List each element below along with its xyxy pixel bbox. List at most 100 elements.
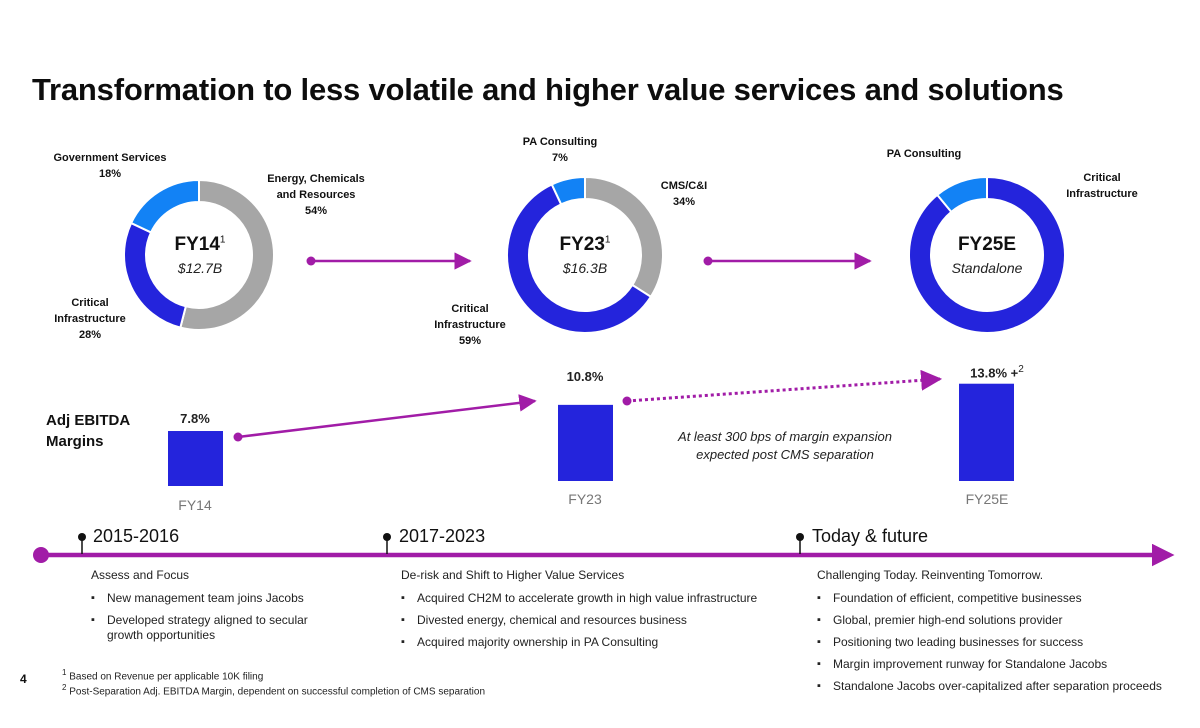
phase-bullets: Acquired CH2M to accelerate growth in hi… [401,591,781,650]
donut-title-text: FY14 [174,234,220,255]
bar-value-fy14: 7.8% [180,411,210,426]
fy14-label-government-services: Government Services 18% [50,150,170,182]
bar-value-fy25e: 13.8% +2 [952,364,1042,380]
ebitda-bars [168,383,1014,486]
fy25e-label-critical-infrastructure: Critical Infrastructure [1042,170,1162,202]
ebitda-label-line: Adj EBITDA [46,412,131,429]
footnote-mark: 2 [1018,364,1024,375]
phase-title-today-future: Today & future [812,526,929,546]
phase-heading: De-risk and Shift to Higher Value Servic… [401,568,625,582]
label-value: 59% [458,335,482,347]
bar-category-fy25e: FY25E [965,491,1009,507]
page-number: 4 [20,672,27,686]
donut-slice-critical-infrastructure [908,175,1066,334]
donut-slice-energy-chemicals-and-resources [179,178,275,331]
fy25e-donut-subtitle: Standalone [951,260,1023,276]
donut-arrow-fy23-fy25e [703,252,872,270]
label-text: Infrastructure [434,319,506,331]
label-text: Infrastructure [1066,188,1138,200]
label-text: CMS/C&I [660,180,708,192]
footnote-mark: 1 [219,234,226,246]
label-text: Government Services [53,152,167,164]
phase-title-2017-2023: 2017-2023 [399,526,486,546]
timeline-marker-today [796,533,804,554]
phase-bullet: Divested energy, chemical and resources … [401,613,781,628]
phase-details-2015-2016: Assess and Focus New management team joi… [91,568,381,650]
footnote-text: Based on Revenue per applicable 10K fili… [69,671,264,683]
footnote-2: 2 Post-Separation Adj. EBITDA Margin, de… [62,683,485,697]
phase-bullet: Global, premier high-end solutions provi… [817,613,1177,628]
ebitda-bar-fy25e [959,383,1014,481]
footnote-mark: 2 [62,683,67,692]
phase-bullet: Foundation of efficient, competitive bus… [817,591,1177,606]
fy23-label-critical-infrastructure: Critical Infrastructure 59% [410,301,530,349]
fy14-label-energy-chemicals: Energy, Chemicals and Resources 54% [256,171,376,219]
phase-title-2015-2016: 2015-2016 [93,526,180,546]
fy14-donut-title: FY141 [140,234,260,256]
ebitda-bar-fy14 [168,431,223,486]
phase-details-today-future: Challenging Today. Reinventing Tomorrow.… [817,568,1177,701]
label-text: Critical [1083,172,1121,184]
label-value: 54% [304,205,328,217]
label-text: Critical [71,297,109,309]
fy23-donut-subtitle: $16.3B [562,260,608,276]
footnote-mark: 1 [604,234,611,246]
phase-heading: Assess and Focus [91,568,190,582]
fy25e-donut-title: FY25E [957,234,1017,255]
phase-details-2017-2023: De-risk and Shift to Higher Value Servic… [401,568,781,657]
phase-bullet: Developed strategy aligned to secular gr… [91,613,337,643]
phase-bullet: Acquired majority ownership in PA Consul… [401,635,781,650]
fy23-label-cms: CMS/C&I 34% [624,178,744,210]
footnote-mark: 1 [62,668,67,677]
bar-value-text: 13.8% + [970,365,1019,381]
margin-expansion-annotation: At least 300 bps of margin expansion exp… [640,428,930,464]
label-value: 28% [78,329,102,341]
donut-fy25e [908,175,1066,334]
timeline-axis [33,543,1175,567]
donut-slice-critical-infrastructure [506,183,653,334]
label-value: 34% [672,196,696,208]
fy25e-label-pa-consulting: PA Consulting [864,146,984,162]
page-title: Transformation to less volatile and high… [32,72,1064,107]
annotation-line: At least 300 bps of margin expansion [678,429,892,444]
ebitda-arrow-fy23-fy25e [622,369,943,406]
ebitda-bar-fy23 [558,404,613,481]
donut-fy23 [506,175,664,334]
fy14-label-critical-infrastructure: Critical Infrastructure 28% [30,295,150,343]
donut-slice-government-services [129,178,200,234]
fy23-label-pa-consulting: PA Consulting 7% [500,134,620,166]
donut-fy14 [123,178,275,331]
fy23-donut-title: FY231 [525,234,645,256]
phase-heading: Challenging Today. Reinventing Tomorrow. [817,568,1044,582]
label-text: Infrastructure [54,313,126,325]
phase-bullet: Margin improvement runway for Standalone… [817,657,1177,672]
fy14-donut-subtitle: $12.7B [177,260,223,276]
phase-bullets: New management team joins Jacobs Develop… [91,591,381,643]
label-text: Energy, Chemicals [267,173,365,185]
ebitda-label-line: Margins [46,433,104,450]
bar-category-fy23: FY23 [568,491,602,507]
phase-bullet: Positioning two leading businesses for s… [817,635,1177,650]
ebitda-arrow-fy14-fy23 [233,394,537,442]
bar-category-fy14: FY14 [178,497,212,513]
label-text: Critical [451,303,489,315]
donut-arrow-fy14-fy23 [306,252,472,270]
phase-bullet: Standalone Jacobs over-capitalized after… [817,679,1177,694]
donut-title-text: FY23 [559,234,605,255]
label-value: 7% [552,152,568,164]
timeline-marker-2015 [78,533,86,554]
donut-slice-pa-consulting [935,175,988,214]
footnote-1: 1 Based on Revenue per applicable 10K fi… [62,668,263,682]
ebitda-section-label: Adj EBITDA Margins [46,410,130,452]
footnote-text: Post-Separation Adj. EBITDA Margin, depe… [69,686,486,698]
phase-bullet: Acquired CH2M to accelerate growth in hi… [401,591,781,606]
label-value: 18% [98,168,122,180]
annotation-line: expected post CMS separation [696,447,874,462]
bar-value-fy23: 10.8% [566,369,604,384]
phase-bullets: Foundation of efficient, competitive bus… [817,591,1177,694]
label-text: and Resources [276,189,356,201]
donut-slice-pa-consulting [550,175,586,206]
phase-bullet: New management team joins Jacobs [91,591,381,606]
label-text: PA Consulting [886,148,962,160]
